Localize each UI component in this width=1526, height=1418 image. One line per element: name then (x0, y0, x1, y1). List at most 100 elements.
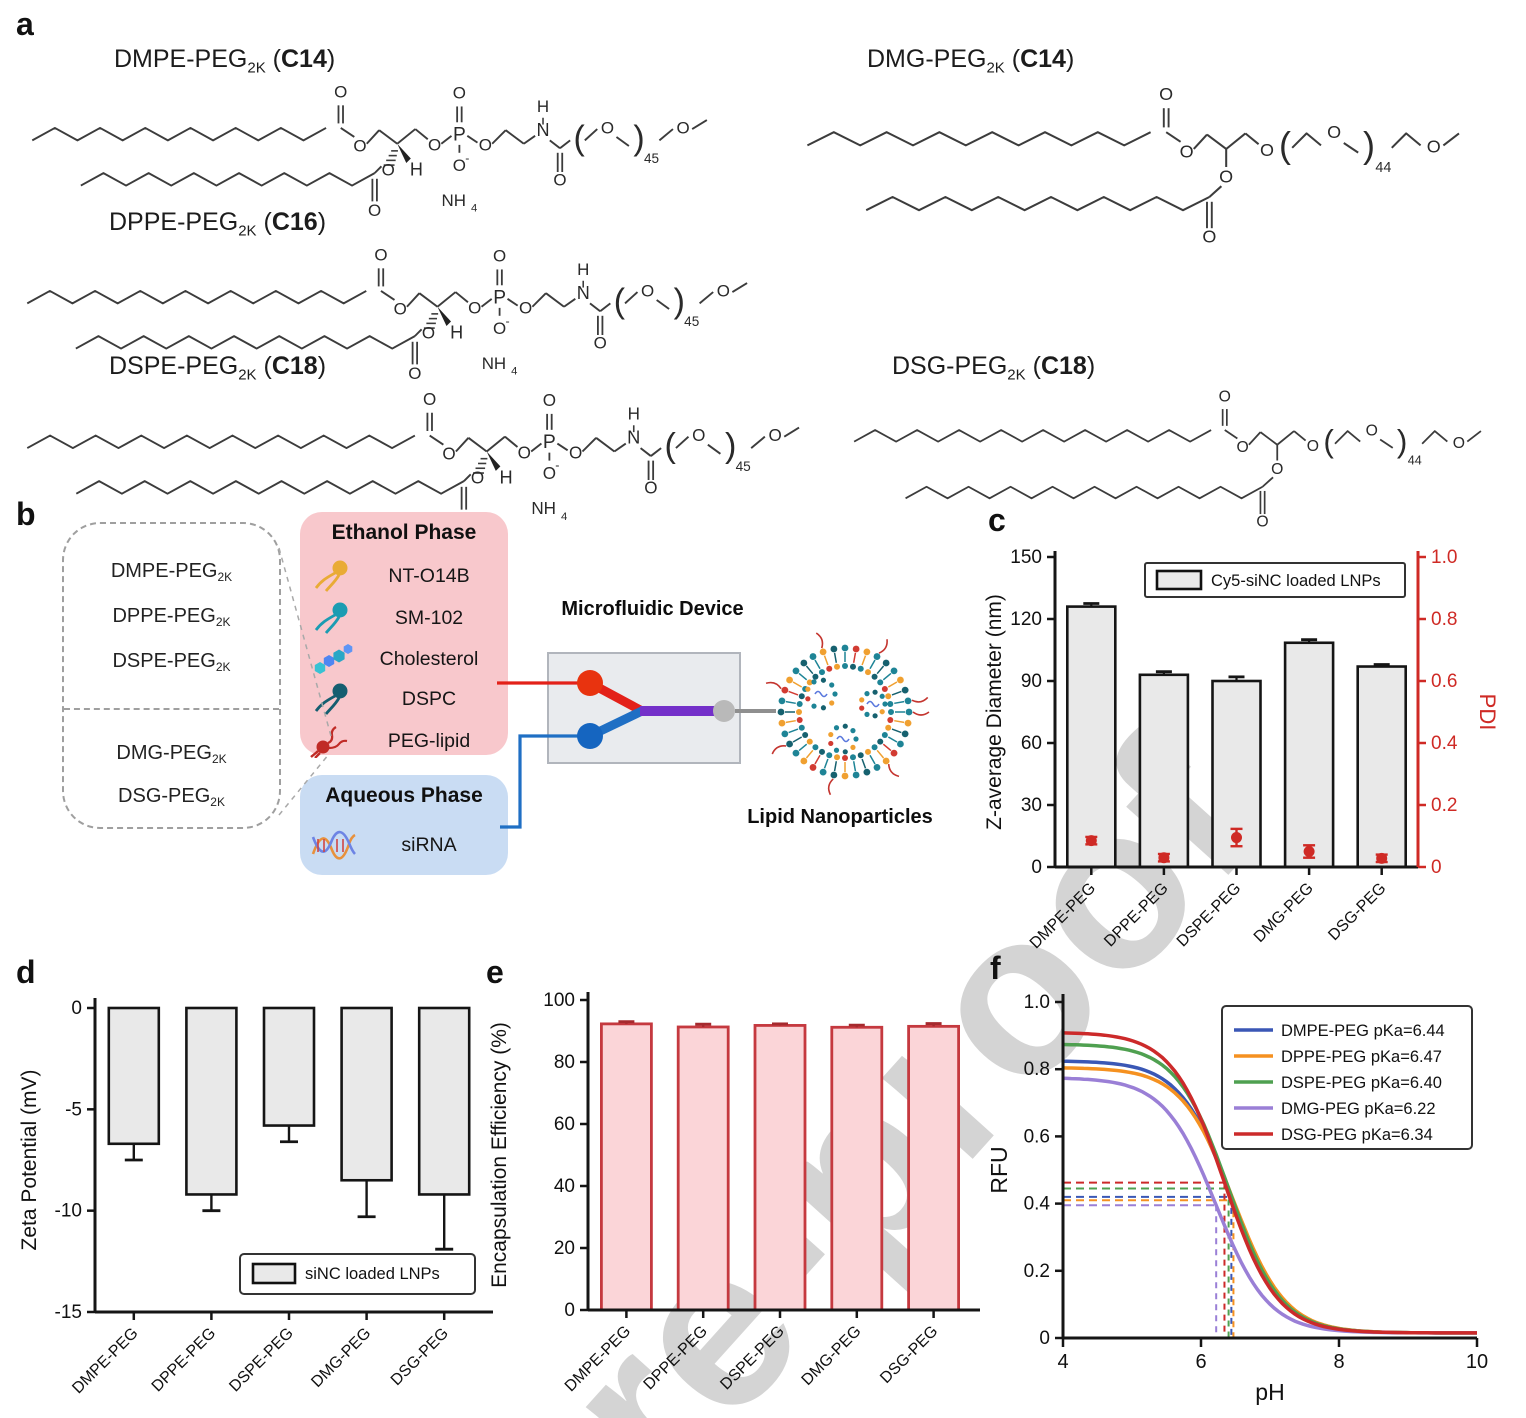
atom-label: O (1453, 435, 1465, 452)
lipid-tail (869, 659, 876, 670)
y-tick-label: 0 (564, 1300, 575, 1321)
line (658, 128, 674, 142)
outer-lipid-head (777, 708, 785, 716)
outer-lipid-head (882, 659, 890, 667)
lipid-darkteal-icon (314, 683, 348, 715)
line (584, 128, 598, 142)
outer-lipid-head (841, 644, 849, 652)
ethanol-item-label: SM-102 (394, 606, 464, 629)
panel-letter-b: b (16, 496, 36, 532)
y-tick-label: 80 (554, 1052, 575, 1073)
line (1248, 431, 1262, 446)
legend-label: siNC loaded LNPs (305, 1265, 440, 1283)
atom-label: H (537, 97, 549, 116)
lipid-teal-icon (314, 602, 348, 634)
inner-lipid-head (849, 754, 856, 761)
line (650, 447, 662, 457)
line (378, 129, 398, 145)
bar-DSG-PEG (907, 1024, 961, 1312)
outer-lipid-head (890, 749, 898, 757)
atom-label: O (422, 323, 435, 342)
micelle-lipid-head (864, 711, 870, 717)
panel-d-chart: 0 -5 -10 -15 DMPE-PEG DPPE-PEG DSPE-PEG DMG-PEG… (10, 958, 502, 1416)
legend-label: DSG-PEG pKa=6.34 (1281, 1126, 1433, 1144)
x-tick-label: 4 (1057, 1351, 1068, 1373)
line (480, 298, 493, 308)
atom-label: O (543, 391, 556, 410)
paren: ) (1363, 124, 1375, 165)
atom-label: O (394, 300, 407, 319)
line (406, 292, 421, 308)
legend-box (1221, 1005, 1473, 1150)
micelle-lipid-head (811, 679, 817, 685)
legend-swatch (251, 1262, 297, 1285)
sirna-strand (311, 830, 356, 855)
lipid-tail (792, 681, 803, 688)
micelle-lipid-head (832, 691, 838, 697)
line (396, 128, 416, 145)
device-inlet-blue (577, 723, 603, 749)
peg-squiggle (327, 726, 337, 745)
atom-label: O (1180, 141, 1194, 161)
micelle-lipid-head (872, 689, 878, 695)
line (691, 119, 708, 130)
line (707, 443, 721, 455)
aqueous-inlet-line (500, 734, 586, 829)
atom-label: O (1202, 227, 1216, 247)
paren: ( (665, 427, 677, 465)
counterion-label: NH (531, 499, 556, 518)
peg-squiggle (765, 681, 782, 690)
right-tick-label: 0.2 (1431, 795, 1457, 816)
lipid-tail (894, 700, 905, 705)
paren: ) (633, 119, 644, 157)
atom-label: O (543, 464, 556, 483)
line (530, 442, 543, 453)
x-tick-label: DSPE-PEG (1174, 880, 1244, 950)
aqueous-phase-box: Aqueous Phase siRNA (300, 775, 508, 875)
bar-DMG-PEG (340, 1006, 393, 1182)
outer-lipid-head (800, 757, 808, 765)
inner-lipid-head (885, 693, 892, 700)
lipid-nanoparticles-title: Lipid Nanoparticles (747, 806, 933, 828)
outer-lipid-head (786, 676, 793, 684)
sirna-squiggle (814, 690, 828, 698)
x-tick-label: DPPE-PEG (641, 1323, 711, 1393)
legend-label: DSPE-PEG pKa=6.40 (1281, 1074, 1442, 1092)
sirna-icon (310, 828, 356, 862)
y-tick-label: 90 (1021, 671, 1042, 692)
peg-lipid-icon (310, 724, 356, 758)
atom-label: O (677, 119, 690, 138)
atom-label: O (1256, 514, 1268, 531)
outer-lipid-head (819, 648, 827, 656)
lipid-tail (833, 652, 838, 663)
lipid-tail (823, 758, 829, 769)
lipid-tail (324, 697, 341, 715)
atom-label: H (628, 405, 640, 424)
line (1206, 133, 1227, 150)
line (556, 442, 569, 452)
ethanol-item-peg-lipid: PEG-lipid (310, 723, 502, 759)
inner-lipid-head (877, 738, 884, 745)
structure-label: DMPE-PEG2K (C14) (114, 45, 336, 77)
paren: ( (574, 119, 586, 157)
inner-lipid-head (812, 673, 819, 680)
aqueous-item-sirna: siRNA (310, 827, 502, 863)
device-outlet (713, 700, 735, 722)
inner-lipid-head (887, 701, 894, 708)
outer-lipid-head (786, 740, 793, 748)
atom-label: O (1307, 438, 1319, 455)
paren: ) (1397, 423, 1408, 459)
legend-label: DMG-PEG pKa=6.22 (1281, 1100, 1436, 1118)
micelle-lipid-head (864, 691, 870, 697)
panel-letter-c: c (988, 502, 1006, 538)
line (455, 437, 470, 453)
line (506, 298, 519, 307)
inner-lipid-head (802, 732, 809, 738)
line (1276, 430, 1295, 446)
atom-label: O (423, 390, 436, 409)
lipid-head (332, 602, 348, 618)
outer-lipid-head (809, 653, 817, 660)
atom-label: O (594, 334, 607, 353)
